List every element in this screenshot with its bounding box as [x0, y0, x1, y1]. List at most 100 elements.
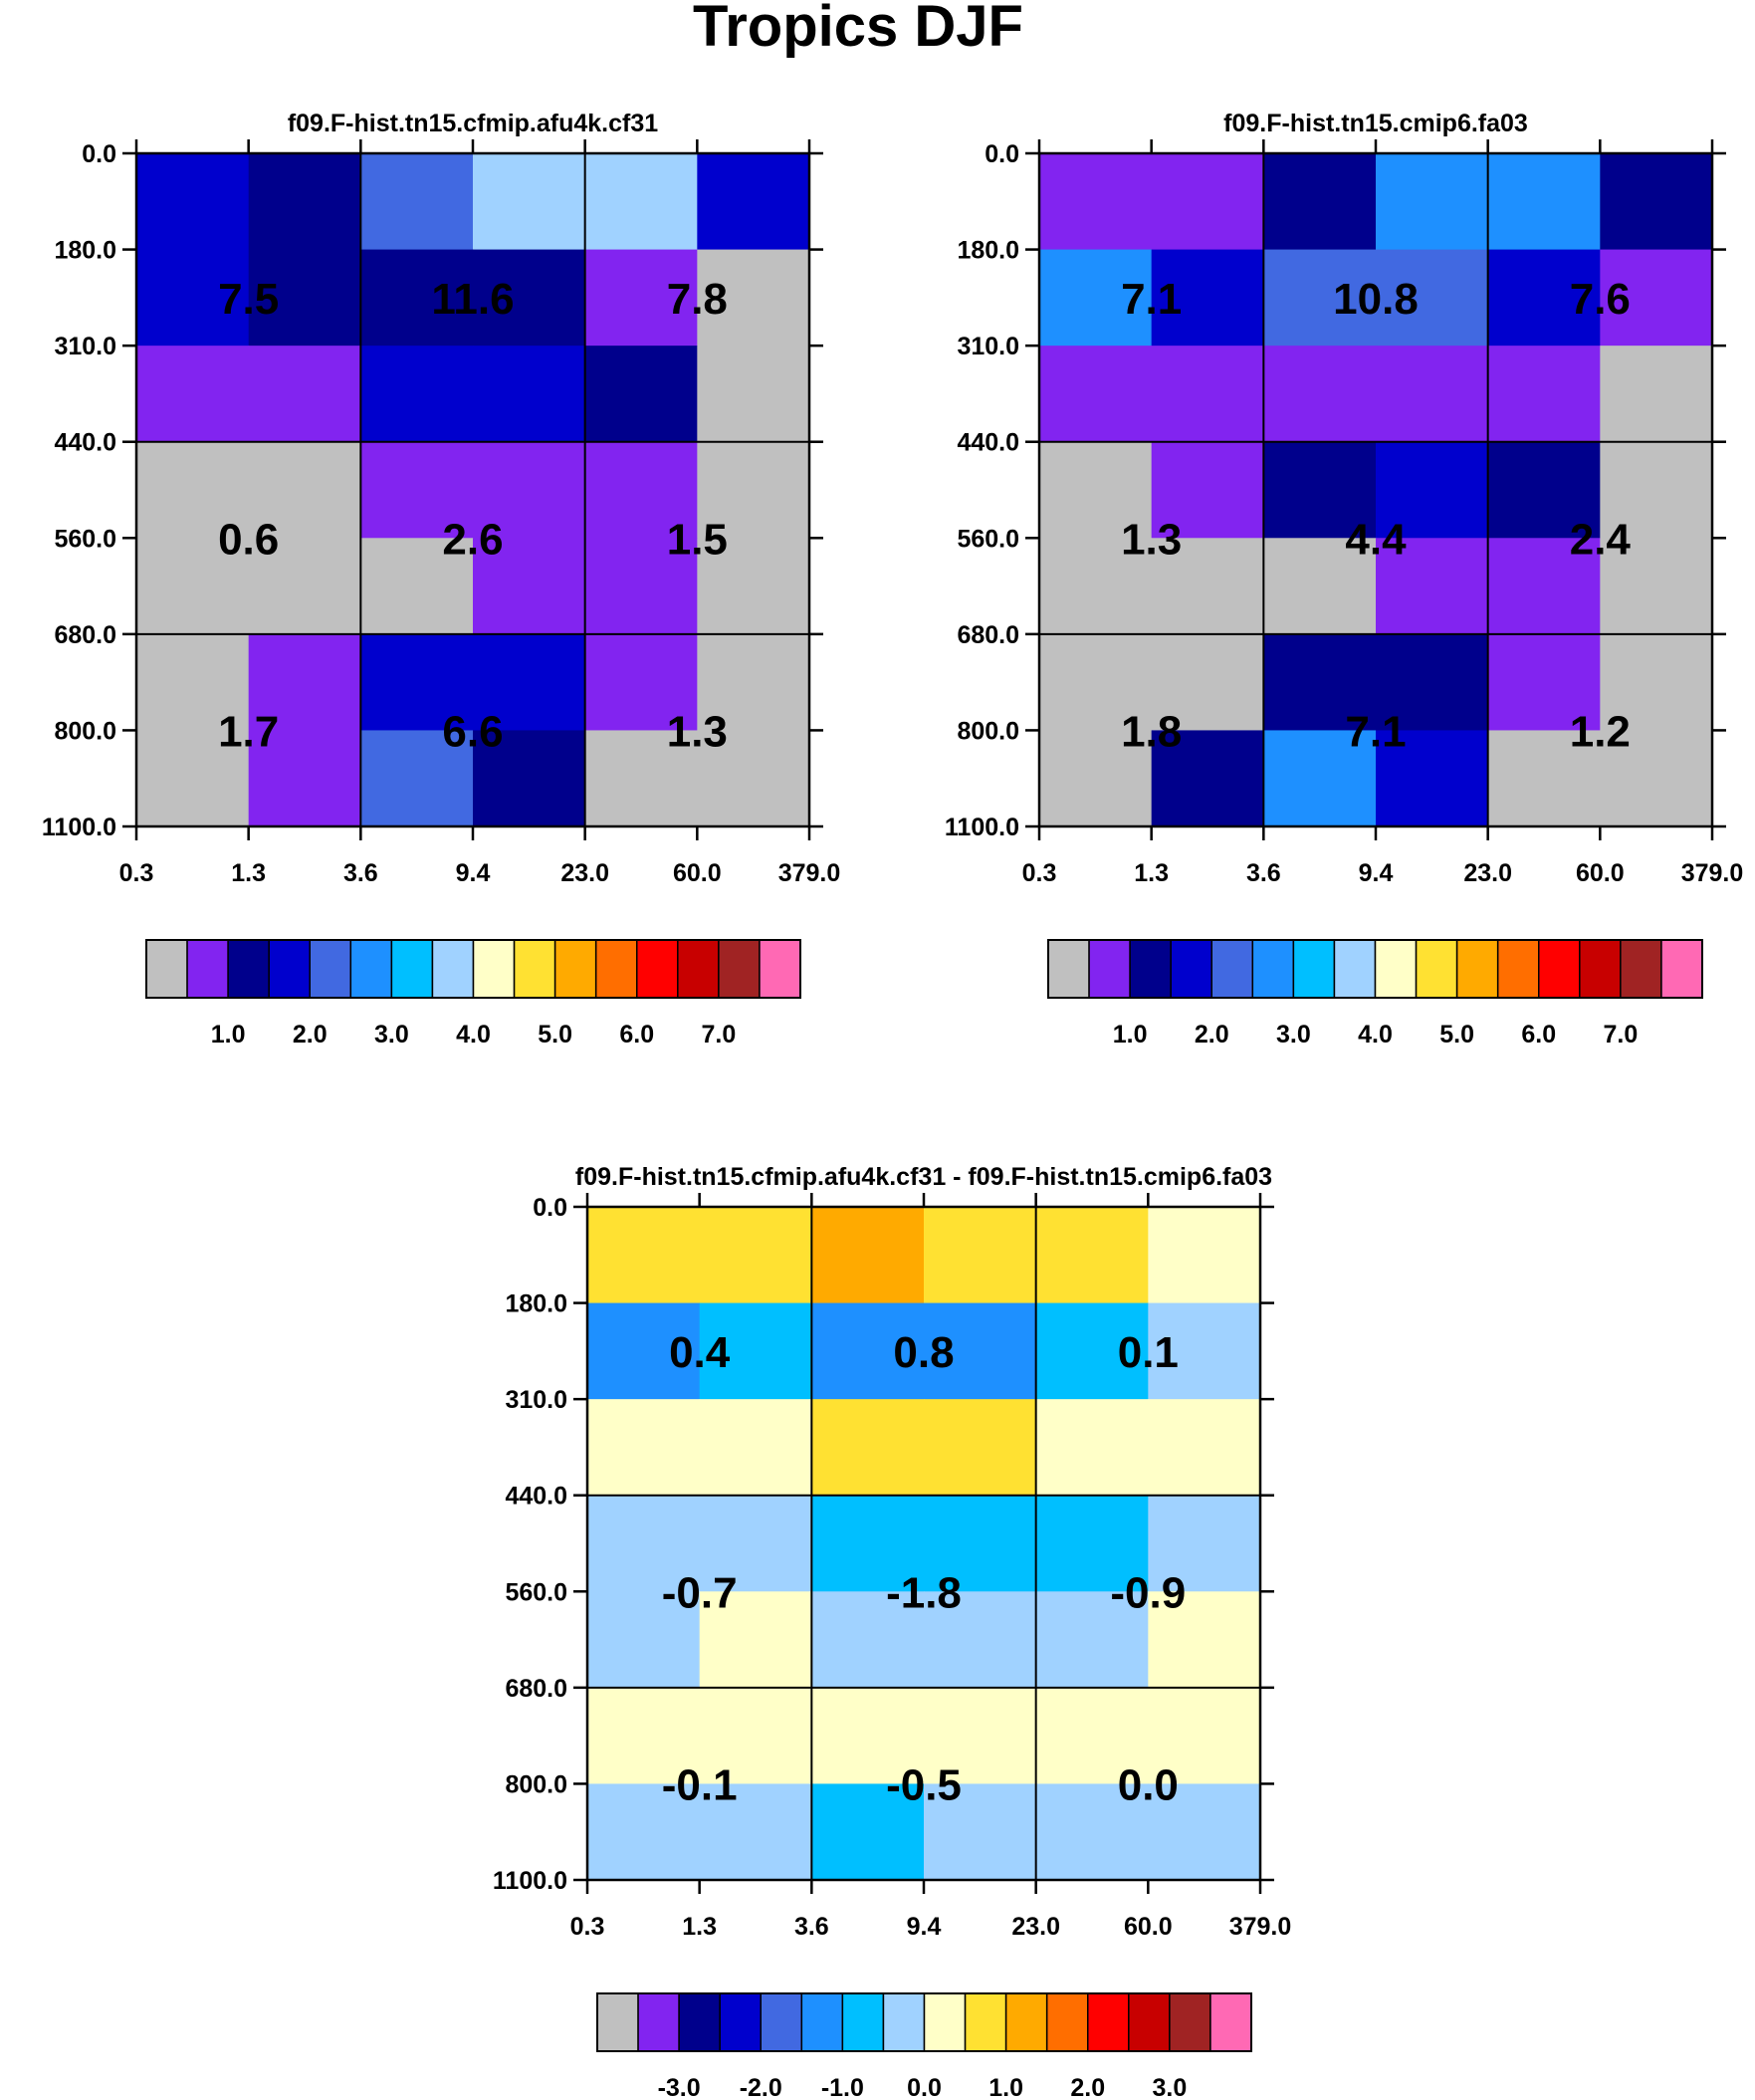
- heatmap-cell: [248, 538, 361, 635]
- group-value-label: 11.6: [431, 275, 514, 324]
- group-value-label: 0.8: [893, 1328, 954, 1377]
- heatmap-cell: [587, 1495, 701, 1592]
- colorbar-swatch: [637, 1992, 680, 2052]
- x-tick-label: 379.0: [1229, 1913, 1292, 1941]
- colorbar-swatch: [227, 939, 270, 999]
- heatmap-cell: [473, 538, 586, 635]
- y-tick-label: 0.0: [82, 140, 116, 168]
- heatmap-cell: [1039, 346, 1153, 443]
- heatmap-cell: [587, 1302, 701, 1400]
- colorbar-swatch: [472, 939, 516, 999]
- heatmap-cell: [1487, 730, 1601, 827]
- colorbar-swatch: [1374, 939, 1418, 999]
- colorbar-swatch: [309, 939, 352, 999]
- heatmap-cell: [1600, 538, 1713, 635]
- colorbar-swatch: [1333, 939, 1377, 999]
- heatmap-cell: [360, 633, 474, 731]
- heatmap-cell: [584, 249, 698, 347]
- heatmap-cell: [811, 1783, 925, 1881]
- x-tick-label: 379.0: [1681, 859, 1744, 887]
- y-tick-label: 1100.0: [42, 814, 116, 841]
- x-tick-label: 0.3: [119, 859, 154, 887]
- colorbar-label: 2.0: [293, 1021, 328, 1049]
- heatmap-cell: [1487, 153, 1601, 251]
- heatmap-cell: [248, 441, 361, 539]
- colorbar-swatch: [431, 939, 475, 999]
- group-value-label: 1.8: [1121, 707, 1182, 756]
- group-value-label: 6.6: [442, 707, 503, 756]
- heatmap-cell: [248, 346, 361, 443]
- panel-title: f09.F-hist.tn15.cfmip.afu4k.cf31 - f09.F…: [575, 1163, 1272, 1191]
- colorbar: 1.0 2.0 3.0 4.0 5.0 6.0 7.0: [1047, 939, 1703, 1049]
- group-value-label: 1.3: [1121, 515, 1182, 564]
- heatmap-cell: [248, 730, 361, 827]
- heatmap-cell: [1148, 1687, 1261, 1784]
- y-tick-label: 0.0: [533, 1194, 567, 1222]
- x-tick-label: 0.3: [570, 1913, 605, 1941]
- x-tick-label: 379.0: [778, 859, 841, 887]
- heatmap-cell: [699, 1687, 812, 1784]
- heatmap-cell: [473, 153, 586, 251]
- heatmap-cell: [1487, 441, 1601, 539]
- heatmap-cell: [1263, 346, 1377, 443]
- heatmap-cell: [1039, 249, 1153, 347]
- heatmap-cell: [1039, 441, 1153, 539]
- colorbar-label: 2.0: [1195, 1021, 1229, 1049]
- heatmap-cell: [1148, 1302, 1261, 1400]
- y-tick-label: 560.0: [957, 525, 1019, 553]
- heatmap-cell: [1487, 249, 1601, 347]
- colorbar-swatch: [677, 939, 720, 999]
- x-tick-label: 3.6: [343, 859, 378, 887]
- colorbar-swatch: [760, 1992, 803, 2052]
- x-tick-label: 1.3: [682, 1913, 717, 1941]
- heatmap-cell: [699, 1207, 812, 1304]
- x-tick-label: 3.6: [794, 1913, 829, 1941]
- heatmap-cell: [699, 1302, 812, 1400]
- heatmap-cell: [1263, 730, 1377, 827]
- colorbar-swatch: [1209, 1992, 1252, 2052]
- colorbar-swatch: [1170, 939, 1212, 999]
- group-value-label: 0.1: [1118, 1328, 1179, 1377]
- x-tick-label: 23.0: [1463, 859, 1512, 887]
- colorbar-label: 4.0: [1358, 1021, 1393, 1049]
- colorbar-swatch: [186, 939, 229, 999]
- heatmap-cell: [1151, 633, 1264, 731]
- heatmap-cell: [1039, 153, 1153, 251]
- colorbar-swatch: [1210, 939, 1254, 999]
- heatmap-cell: [1035, 1687, 1149, 1784]
- heatmap-cell: [811, 1207, 925, 1304]
- group-value-label: 1.5: [667, 515, 728, 564]
- colorbar-swatch: [1004, 1992, 1048, 2052]
- group-value-label: 7.5: [218, 275, 279, 324]
- group-value-label: 7.1: [1345, 707, 1406, 756]
- colorbar-swatch: [1660, 939, 1703, 999]
- heatmap-cell: [699, 1399, 812, 1497]
- group-value-label: 0.6: [218, 515, 279, 564]
- heatmap-cell: [473, 441, 586, 539]
- colorbar-swatch: [1169, 1992, 1211, 2052]
- colorbar-swatch: [1496, 939, 1540, 999]
- group-value-label: -0.1: [662, 1760, 738, 1809]
- x-tick-label: 0.3: [1022, 859, 1057, 887]
- heatmap-cell: [136, 153, 250, 251]
- group-value-label: -1.8: [886, 1568, 962, 1617]
- y-tick-label: 680.0: [957, 621, 1019, 649]
- heatmap-cell: [1376, 153, 1489, 251]
- heatmap-cell: [587, 1783, 701, 1881]
- heatmap-cell: [1487, 633, 1601, 731]
- heatmap-cell: [1600, 730, 1713, 827]
- colorbar-label: 3.0: [1276, 1021, 1311, 1049]
- colorbar-swatch: [964, 1992, 1007, 2052]
- group-value-label: -0.7: [662, 1568, 738, 1617]
- heatmap-cell: [1151, 346, 1264, 443]
- heatmap-cell: [136, 538, 250, 635]
- y-tick-label: 800.0: [505, 1770, 567, 1798]
- colorbar-frame: [1047, 939, 1703, 999]
- y-tick-label: 560.0: [54, 525, 116, 553]
- heatmap-cell: [1151, 441, 1264, 539]
- colorbar-label: 5.0: [538, 1021, 572, 1049]
- heatmap-cell: [811, 1495, 925, 1592]
- heatmap-cell: [811, 1591, 925, 1689]
- colorbar-swatch: [841, 1992, 885, 2052]
